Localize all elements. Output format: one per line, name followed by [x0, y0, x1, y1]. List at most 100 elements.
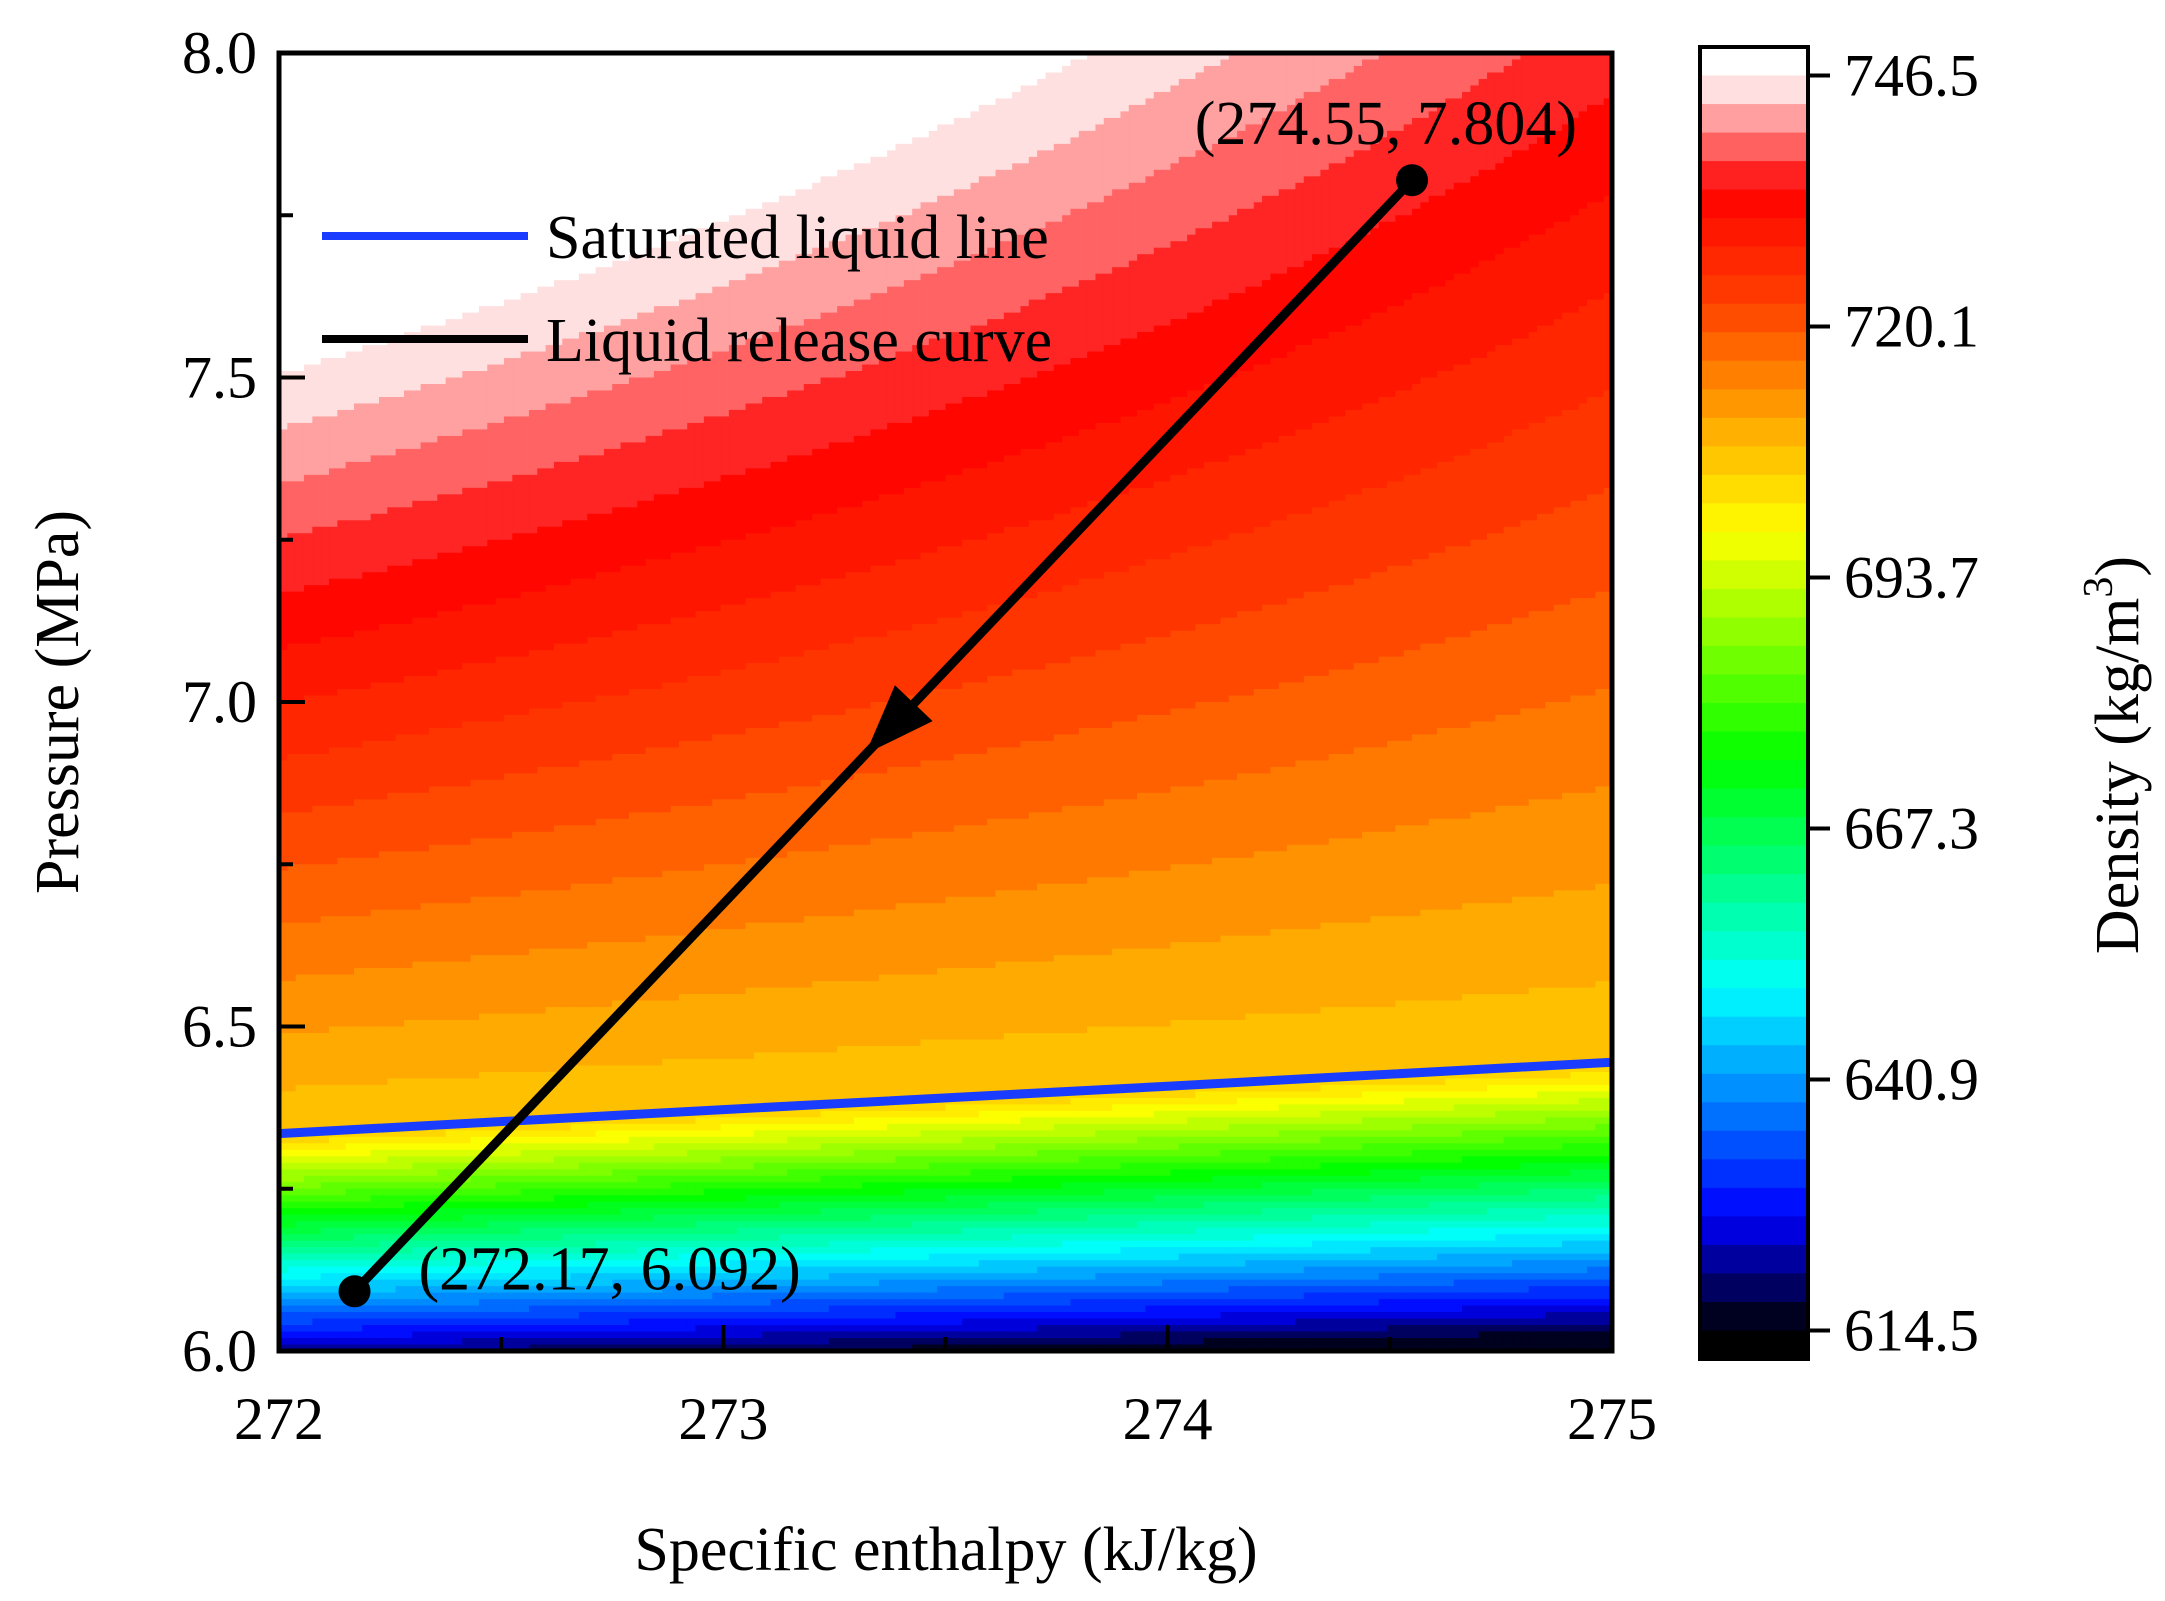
contour-cell [828, 1130, 838, 1138]
contour-cell [345, 1331, 355, 1339]
contour-cell [487, 1208, 497, 1216]
contour-cell [1128, 1091, 1138, 1099]
contour-cell [1187, 312, 1197, 392]
contour-cell [553, 526, 564, 586]
contour-cell [887, 1104, 897, 1112]
contour-cell [770, 1221, 780, 1229]
contour-cell [420, 1331, 430, 1346]
contour-cell [453, 1312, 464, 1320]
contour-cell [528, 533, 539, 593]
contour-cell [312, 1299, 322, 1307]
contour-cell [895, 1279, 905, 1294]
contour-cell [903, 215, 913, 281]
contour-cell [1053, 1221, 1063, 1229]
contour-cell [287, 1201, 297, 1210]
contour-cell [1103, 1091, 1113, 1099]
contour-cell [712, 734, 722, 801]
contour-cell [620, 1221, 630, 1229]
contour-cell [1087, 1286, 1097, 1294]
contour-cell [803, 1292, 813, 1300]
contour-cell [578, 1214, 589, 1222]
contour-cell [462, 1156, 472, 1164]
contour-cell [395, 1312, 405, 1320]
contour-cell [620, 1227, 630, 1235]
contour-cell [712, 1188, 722, 1203]
contour-cell [1003, 455, 1013, 528]
contour-cell [862, 1227, 872, 1235]
contour-cell [470, 1234, 480, 1242]
contour-cell [320, 1032, 330, 1086]
contour-cell [662, 1331, 672, 1339]
contour-cell [570, 338, 580, 398]
contour-cell [928, 1325, 938, 1333]
contour-cell [495, 1279, 505, 1287]
contour-cell [1020, 1279, 1030, 1287]
contour-cell [687, 1182, 697, 1197]
contour-cell [637, 1273, 647, 1281]
contour-cell [662, 1123, 672, 1132]
contour-cell [1028, 1110, 1038, 1119]
contour-cell [528, 1221, 539, 1229]
contour-cell [353, 1143, 364, 1158]
contour-cell [828, 643, 838, 716]
contour-cell [953, 1130, 963, 1145]
contour-cell [895, 1045, 905, 1106]
contour-cell [612, 1201, 622, 1216]
contour-cell [412, 1344, 422, 1351]
contour-cell [328, 1149, 339, 1158]
contour-cell [279, 371, 289, 431]
contour-cell [1145, 1260, 1155, 1268]
contour-cell [1170, 942, 1180, 1021]
contour-cell [937, 1039, 947, 1099]
contour-cell [487, 955, 497, 1015]
contour-cell [820, 650, 830, 716]
contour-cell [962, 1279, 972, 1287]
contour-cell [445, 1195, 455, 1203]
contour-cell [787, 1182, 797, 1190]
contour-cell [745, 987, 755, 1060]
contour-cell [1078, 429, 1088, 509]
contour-cell [687, 1338, 697, 1346]
contour-cell [628, 1201, 639, 1210]
contour-cell [345, 409, 355, 463]
contour-cell [1120, 53, 1130, 113]
contour-cell [1162, 637, 1172, 716]
contour-cell [1145, 254, 1155, 333]
contour-cell [937, 1188, 947, 1203]
contour-cell [837, 1156, 847, 1164]
contour-cell [737, 1344, 747, 1351]
contour-cell [1162, 1279, 1172, 1294]
contour-cell [878, 1305, 888, 1320]
contour-cell [387, 1344, 397, 1351]
contour-cell [837, 377, 847, 444]
contour-cell [853, 909, 863, 982]
contour-cell [578, 1227, 589, 1235]
contour-cell [953, 189, 963, 262]
contour-cell [1145, 1247, 1155, 1261]
contour-cell [312, 805, 322, 866]
contour-cell [1045, 1110, 1055, 1119]
contour-cell [353, 1026, 364, 1086]
contour-cell [853, 299, 863, 372]
contour-cell [670, 1201, 680, 1210]
contour-cell [753, 208, 764, 275]
contour-cell [587, 942, 597, 1008]
contour-cell [1087, 1312, 1097, 1320]
contour-cell [478, 896, 489, 956]
contour-cell [595, 883, 605, 943]
contour-cell [503, 955, 514, 1015]
contour-cell [987, 319, 997, 392]
contour-cell [395, 1143, 405, 1151]
contour-cell [753, 1312, 764, 1320]
contour-cell [870, 53, 880, 158]
contour-cell [279, 981, 289, 1034]
contour-cell [803, 1117, 813, 1125]
contour-cell [953, 474, 963, 548]
contour-cell [470, 1247, 480, 1255]
contour-cell [637, 1156, 647, 1164]
contour-cell [603, 1188, 614, 1197]
contour-cell [1128, 1188, 1138, 1203]
contour-cell [687, 234, 697, 301]
contour-cell [987, 1104, 997, 1112]
contour-cell [1095, 1325, 1105, 1339]
